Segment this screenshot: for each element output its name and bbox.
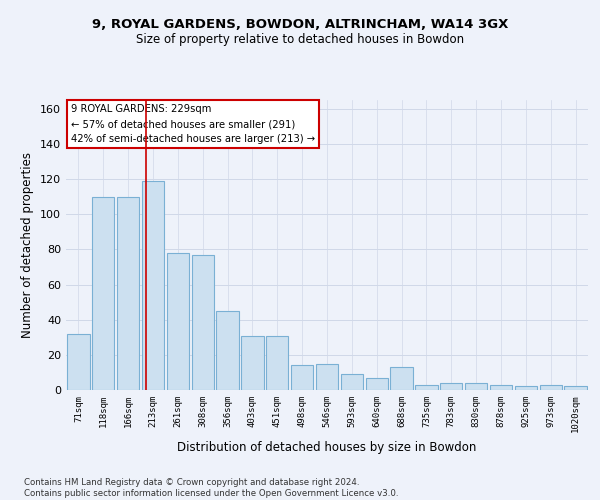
Bar <box>565 386 587 390</box>
Bar <box>67 334 89 390</box>
Text: Size of property relative to detached houses in Bowdon: Size of property relative to detached ho… <box>136 32 464 46</box>
Text: Contains HM Land Registry data © Crown copyright and database right 2024.
Contai: Contains HM Land Registry data © Crown c… <box>24 478 398 498</box>
Bar <box>241 336 263 390</box>
Bar <box>316 364 338 390</box>
Bar <box>291 366 313 390</box>
Bar <box>92 196 115 390</box>
Bar <box>117 196 139 390</box>
Bar <box>465 383 487 390</box>
Text: 9, ROYAL GARDENS, BOWDON, ALTRINCHAM, WA14 3GX: 9, ROYAL GARDENS, BOWDON, ALTRINCHAM, WA… <box>92 18 508 30</box>
Bar <box>191 254 214 390</box>
Bar <box>415 384 437 390</box>
Bar <box>142 181 164 390</box>
Bar <box>365 378 388 390</box>
Bar <box>440 383 463 390</box>
Bar <box>391 367 413 390</box>
Bar <box>217 311 239 390</box>
Bar <box>266 336 289 390</box>
Bar <box>341 374 363 390</box>
Bar <box>167 253 189 390</box>
Y-axis label: Number of detached properties: Number of detached properties <box>22 152 34 338</box>
Bar <box>515 386 537 390</box>
Bar <box>539 384 562 390</box>
Bar <box>490 384 512 390</box>
Text: 9 ROYAL GARDENS: 229sqm
← 57% of detached houses are smaller (291)
42% of semi-d: 9 ROYAL GARDENS: 229sqm ← 57% of detache… <box>71 104 316 144</box>
X-axis label: Distribution of detached houses by size in Bowdon: Distribution of detached houses by size … <box>178 441 476 454</box>
